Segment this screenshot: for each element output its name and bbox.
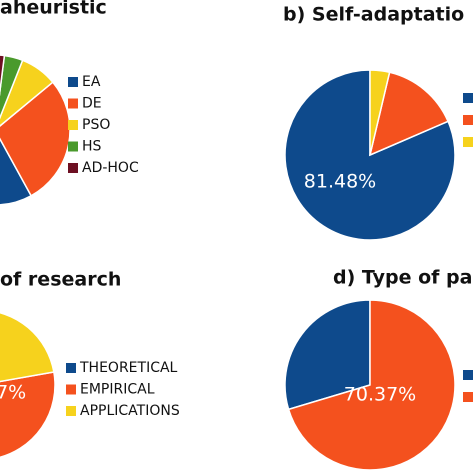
legend-swatch: [463, 392, 473, 402]
legend-swatch: [66, 363, 76, 373]
legend-swatch: [68, 120, 78, 130]
pie-slice: [0, 54, 6, 97]
legend-swatch: [463, 93, 473, 103]
chart-title: of research: [0, 269, 121, 291]
legend-swatch: [463, 370, 473, 380]
legend-swatch: [66, 406, 76, 416]
pie-slice: [0, 137, 33, 206]
pie-slice: [368, 71, 450, 157]
legend-swatch: [68, 163, 78, 173]
legend-swatch: [68, 98, 78, 109]
pie-slice: [369, 69, 391, 156]
chart-title: aheuristic: [0, 0, 107, 19]
legend-label: THEORETICAL: [79, 360, 178, 376]
pie-slice: [287, 299, 456, 471]
legend-swatch: [463, 115, 473, 125]
chart-title: b) Self-adaptatio: [283, 4, 464, 26]
legend-label: EMPIRICAL: [80, 382, 155, 398]
legend-label: EA: [82, 74, 101, 90]
legend-label: DE: [82, 96, 102, 112]
legend-swatch: [68, 77, 78, 87]
legend-swatch: [463, 137, 473, 147]
legend-swatch: [68, 141, 78, 152]
chart-title: d) Type of pa: [333, 267, 472, 289]
value-label: 70.37%: [344, 384, 416, 406]
pie-slice: [0, 311, 55, 383]
legend-label: APPLICATIONS: [80, 403, 180, 419]
legend-label: HS: [82, 139, 102, 155]
pie-slice: [284, 299, 371, 411]
value-label: 74.07%: [0, 382, 26, 404]
legend-swatch: [66, 384, 76, 395]
legend-label: AD-HOC: [82, 160, 139, 176]
legend-label: PSO: [82, 117, 110, 133]
value-label: 81.48%: [304, 171, 376, 193]
pie-slice: [0, 371, 56, 458]
